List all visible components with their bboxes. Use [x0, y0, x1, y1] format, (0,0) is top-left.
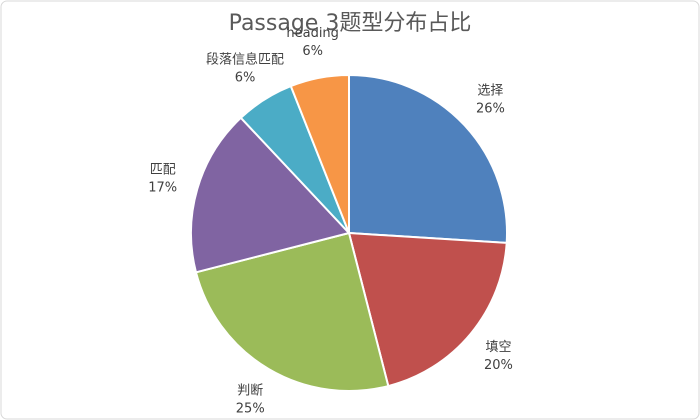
slice-label: heading	[286, 26, 339, 41]
slice-value-label: 17%	[148, 180, 177, 195]
pie-slice	[190, 116, 351, 274]
slice-value-label: 20%	[484, 358, 513, 373]
slice-value-label: 25%	[236, 401, 265, 416]
pie-slice	[347, 231, 508, 388]
slice-label: 段落信息匹配	[206, 52, 284, 68]
pie-slice	[348, 73, 508, 244]
slice-label: 匹配	[150, 162, 176, 177]
slice-label: 选择	[477, 84, 503, 99]
slice-label: 填空	[485, 340, 511, 355]
chart-title: Passage 3题型分布占比	[229, 11, 472, 36]
slice-value-label: 6%	[235, 71, 256, 86]
slice-label: 判断	[237, 383, 263, 398]
slice-value-label: 6%	[302, 44, 323, 59]
pie-slice	[194, 231, 390, 392]
pie-slice	[289, 73, 350, 234]
slice-value-label: 26%	[476, 102, 505, 117]
